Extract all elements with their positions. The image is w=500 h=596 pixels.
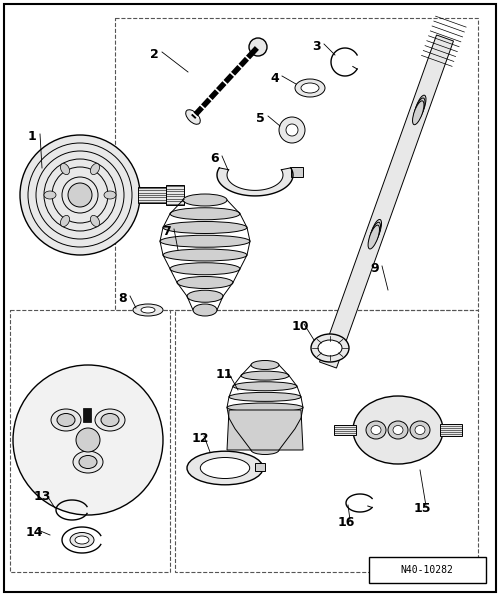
Ellipse shape <box>388 421 408 439</box>
Ellipse shape <box>235 424 295 433</box>
Ellipse shape <box>233 382 297 391</box>
Polygon shape <box>320 35 454 368</box>
Ellipse shape <box>177 277 233 288</box>
Ellipse shape <box>366 421 386 439</box>
Ellipse shape <box>163 249 247 261</box>
Circle shape <box>13 365 163 515</box>
Ellipse shape <box>393 426 403 434</box>
Ellipse shape <box>353 396 443 464</box>
Ellipse shape <box>187 290 223 302</box>
Ellipse shape <box>170 208 240 220</box>
Ellipse shape <box>101 414 119 427</box>
Ellipse shape <box>104 191 116 199</box>
Ellipse shape <box>369 222 380 246</box>
Ellipse shape <box>229 392 301 401</box>
Ellipse shape <box>200 458 250 479</box>
Bar <box>334 425 356 435</box>
Ellipse shape <box>318 340 342 356</box>
Circle shape <box>68 183 92 207</box>
Circle shape <box>76 428 100 452</box>
Ellipse shape <box>163 222 247 234</box>
Ellipse shape <box>73 451 103 473</box>
Ellipse shape <box>301 83 319 93</box>
Text: 13: 13 <box>34 490 52 503</box>
Ellipse shape <box>414 95 426 119</box>
Text: 8: 8 <box>118 292 126 305</box>
Text: 7: 7 <box>162 225 171 238</box>
Ellipse shape <box>90 163 100 175</box>
Ellipse shape <box>227 403 303 412</box>
Bar <box>138 187 166 203</box>
Circle shape <box>279 117 305 143</box>
Bar <box>291 167 303 177</box>
Text: 3: 3 <box>312 40 320 53</box>
Text: 14: 14 <box>26 526 44 539</box>
Ellipse shape <box>75 536 89 544</box>
Ellipse shape <box>183 194 227 206</box>
Text: 16: 16 <box>338 516 355 529</box>
Text: 6: 6 <box>210 152 218 165</box>
Text: 12: 12 <box>192 432 210 445</box>
Ellipse shape <box>44 191 56 199</box>
Text: 9: 9 <box>370 262 378 275</box>
Ellipse shape <box>371 426 381 434</box>
Ellipse shape <box>415 426 425 434</box>
Text: 5: 5 <box>256 112 265 125</box>
Text: 4: 4 <box>270 72 279 85</box>
Ellipse shape <box>193 304 217 316</box>
Ellipse shape <box>187 451 263 485</box>
Text: 1: 1 <box>28 130 37 143</box>
Bar <box>83 408 91 422</box>
Ellipse shape <box>243 435 287 444</box>
Bar <box>255 463 265 471</box>
Text: 2: 2 <box>150 48 159 61</box>
Ellipse shape <box>412 101 424 125</box>
Ellipse shape <box>229 414 301 423</box>
Text: N40-10282: N40-10282 <box>400 565 454 575</box>
Ellipse shape <box>60 215 70 226</box>
Ellipse shape <box>186 110 200 125</box>
Ellipse shape <box>57 414 75 427</box>
Ellipse shape <box>141 307 155 313</box>
Polygon shape <box>227 410 303 450</box>
Ellipse shape <box>295 79 325 97</box>
Ellipse shape <box>410 421 430 439</box>
Text: 11: 11 <box>216 368 234 381</box>
Ellipse shape <box>251 361 279 370</box>
Circle shape <box>249 38 267 56</box>
Ellipse shape <box>79 455 97 468</box>
Ellipse shape <box>133 304 163 316</box>
Ellipse shape <box>241 371 289 380</box>
Text: 15: 15 <box>414 502 432 515</box>
Bar <box>166 185 184 205</box>
Ellipse shape <box>160 235 250 247</box>
Ellipse shape <box>311 334 349 362</box>
Circle shape <box>286 124 298 136</box>
Bar <box>440 424 462 436</box>
FancyBboxPatch shape <box>369 557 486 583</box>
Ellipse shape <box>251 445 279 455</box>
Ellipse shape <box>70 532 94 548</box>
Ellipse shape <box>95 409 125 431</box>
Ellipse shape <box>370 219 382 243</box>
Ellipse shape <box>414 98 425 122</box>
Ellipse shape <box>170 263 240 275</box>
Ellipse shape <box>60 163 70 175</box>
Ellipse shape <box>51 409 81 431</box>
Polygon shape <box>217 168 293 196</box>
Circle shape <box>20 135 140 255</box>
Text: 10: 10 <box>292 320 310 333</box>
Ellipse shape <box>368 225 380 249</box>
Ellipse shape <box>90 215 100 226</box>
